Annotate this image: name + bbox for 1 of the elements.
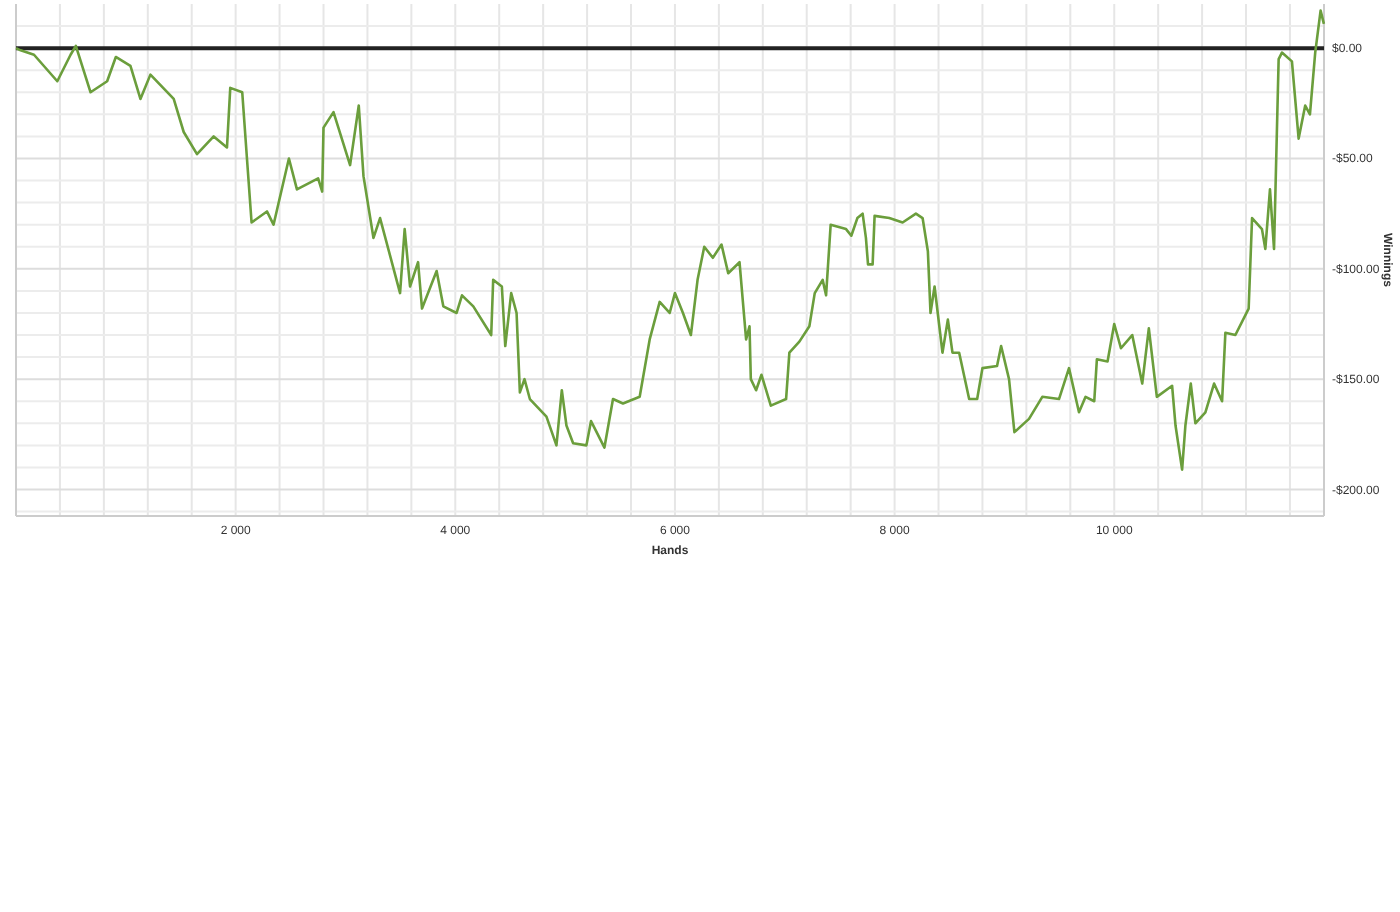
line-series <box>14 9 1326 471</box>
